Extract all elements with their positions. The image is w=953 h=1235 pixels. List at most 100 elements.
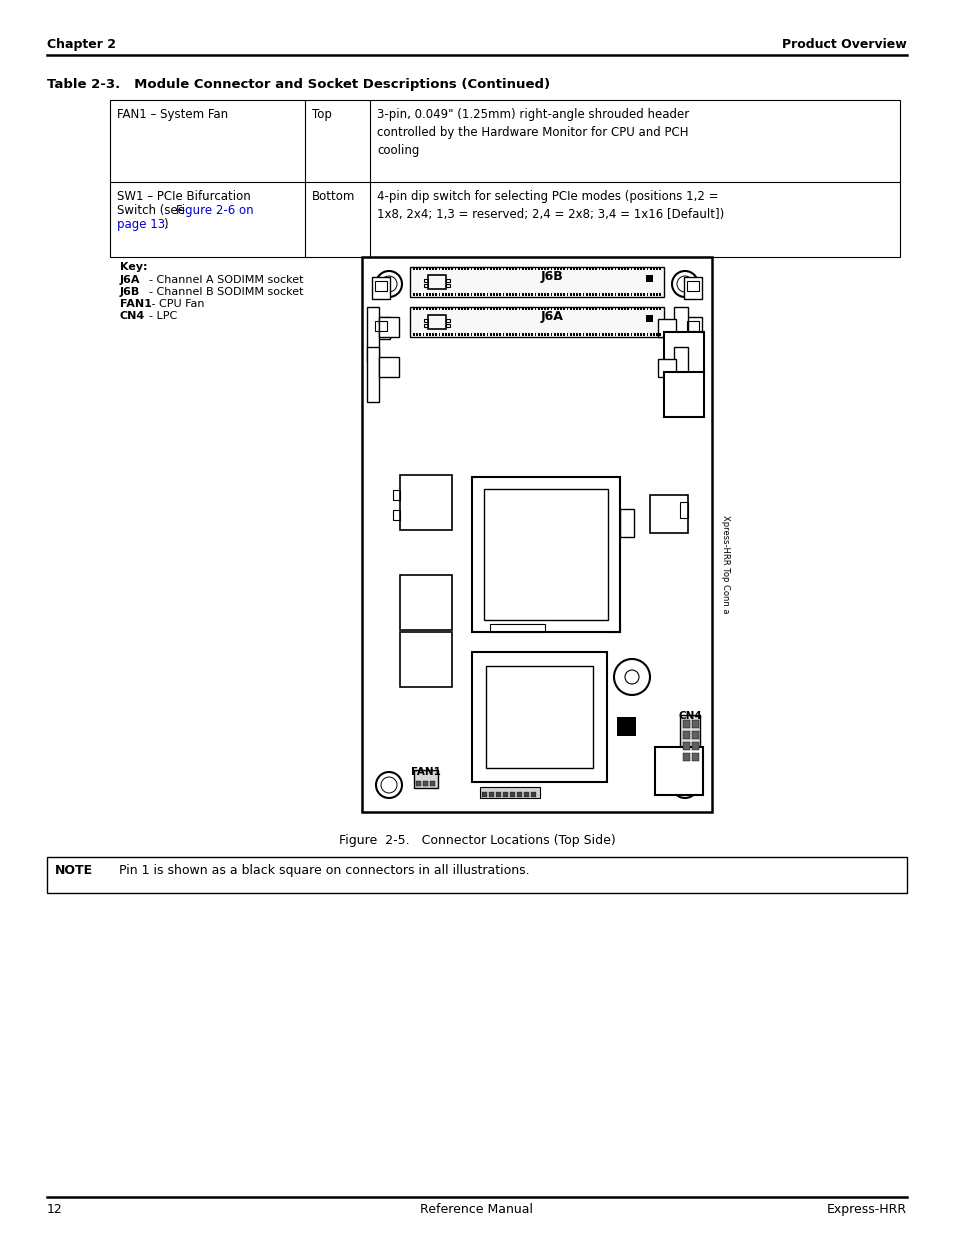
Bar xyxy=(614,293,616,296)
Bar xyxy=(652,293,654,296)
Bar xyxy=(598,293,599,296)
Text: Switch (see: Switch (see xyxy=(117,204,189,217)
Bar xyxy=(592,306,594,310)
Bar xyxy=(620,267,622,270)
Bar xyxy=(595,293,597,296)
Bar xyxy=(614,267,616,270)
Bar xyxy=(682,742,689,750)
Bar xyxy=(557,267,558,270)
Bar xyxy=(367,308,378,362)
Bar xyxy=(611,332,613,336)
Text: J6B: J6B xyxy=(120,287,140,296)
Bar xyxy=(563,306,564,310)
Bar xyxy=(483,489,607,620)
Bar xyxy=(645,315,652,322)
Bar xyxy=(444,332,446,336)
Text: Pin 1 is shown as a black square on connectors in all illustrations.: Pin 1 is shown as a black square on conn… xyxy=(119,864,529,877)
Bar xyxy=(559,332,561,336)
Text: Xpress-HRR Top Conn a: Xpress-HRR Top Conn a xyxy=(720,515,730,614)
Bar xyxy=(518,306,519,310)
Bar xyxy=(521,306,523,310)
Bar xyxy=(557,306,558,310)
Bar xyxy=(679,715,700,767)
Bar xyxy=(531,267,533,270)
Bar xyxy=(537,267,539,270)
Bar xyxy=(505,267,507,270)
Bar xyxy=(419,267,421,270)
Bar xyxy=(444,293,446,296)
Bar xyxy=(528,293,530,296)
Bar xyxy=(517,792,521,797)
Bar xyxy=(604,332,606,336)
Bar xyxy=(543,332,545,336)
Bar xyxy=(110,100,899,257)
Bar xyxy=(451,332,453,336)
Text: Table 2-3.   Module Connector and Socket Descriptions (Continued): Table 2-3. Module Connector and Socket D… xyxy=(47,78,550,91)
Text: 4-pin dip switch for selecting PCIe modes (positions 1,2 =
1x8, 2x4; 1,3 = reser: 4-pin dip switch for selecting PCIe mode… xyxy=(376,190,723,221)
Bar xyxy=(645,275,652,282)
Text: J6A: J6A xyxy=(540,310,563,324)
Bar xyxy=(659,267,660,270)
Text: page 13.: page 13. xyxy=(117,219,169,231)
Bar xyxy=(378,357,398,377)
Bar xyxy=(521,267,523,270)
Bar xyxy=(416,332,417,336)
Bar xyxy=(446,319,450,322)
Bar xyxy=(502,306,504,310)
Bar xyxy=(682,731,689,739)
Text: FAN1 – System Fan: FAN1 – System Fan xyxy=(117,107,228,121)
Bar xyxy=(659,293,660,296)
Bar xyxy=(521,332,523,336)
Bar xyxy=(578,293,580,296)
Bar xyxy=(422,293,424,296)
Bar xyxy=(601,293,603,296)
Bar xyxy=(578,306,580,310)
Bar xyxy=(601,306,603,310)
Bar xyxy=(446,279,450,282)
Bar xyxy=(435,293,436,296)
Bar xyxy=(515,306,517,310)
Bar xyxy=(422,332,424,336)
Bar xyxy=(505,306,507,310)
Bar xyxy=(585,293,587,296)
Bar xyxy=(485,666,593,768)
Bar xyxy=(563,267,564,270)
Bar xyxy=(423,319,428,322)
Bar xyxy=(446,284,450,287)
Bar xyxy=(489,267,491,270)
Bar xyxy=(686,321,699,331)
Bar xyxy=(512,306,514,310)
Bar xyxy=(576,293,578,296)
Bar xyxy=(441,332,443,336)
Bar xyxy=(569,306,571,310)
Bar xyxy=(649,332,651,336)
Bar xyxy=(550,267,552,270)
Bar xyxy=(486,332,488,336)
Bar xyxy=(588,332,590,336)
Bar xyxy=(683,277,701,299)
Circle shape xyxy=(671,772,698,798)
Bar xyxy=(432,332,434,336)
Bar xyxy=(633,267,635,270)
Bar xyxy=(464,332,465,336)
Bar xyxy=(531,332,533,336)
Bar xyxy=(550,306,552,310)
Bar xyxy=(623,293,625,296)
Bar xyxy=(413,306,415,310)
Text: - CPU Fan: - CPU Fan xyxy=(148,299,204,309)
Bar xyxy=(563,293,564,296)
Bar xyxy=(470,293,472,296)
Bar xyxy=(444,306,446,310)
Bar xyxy=(474,293,476,296)
Bar xyxy=(573,332,575,336)
Bar xyxy=(639,332,641,336)
Text: Key:: Key: xyxy=(120,262,148,272)
Bar xyxy=(435,332,436,336)
Bar xyxy=(423,284,428,287)
Bar xyxy=(620,293,622,296)
Bar xyxy=(623,332,625,336)
Bar xyxy=(467,267,469,270)
Bar xyxy=(435,267,436,270)
Bar xyxy=(554,306,555,310)
Bar xyxy=(399,475,452,530)
